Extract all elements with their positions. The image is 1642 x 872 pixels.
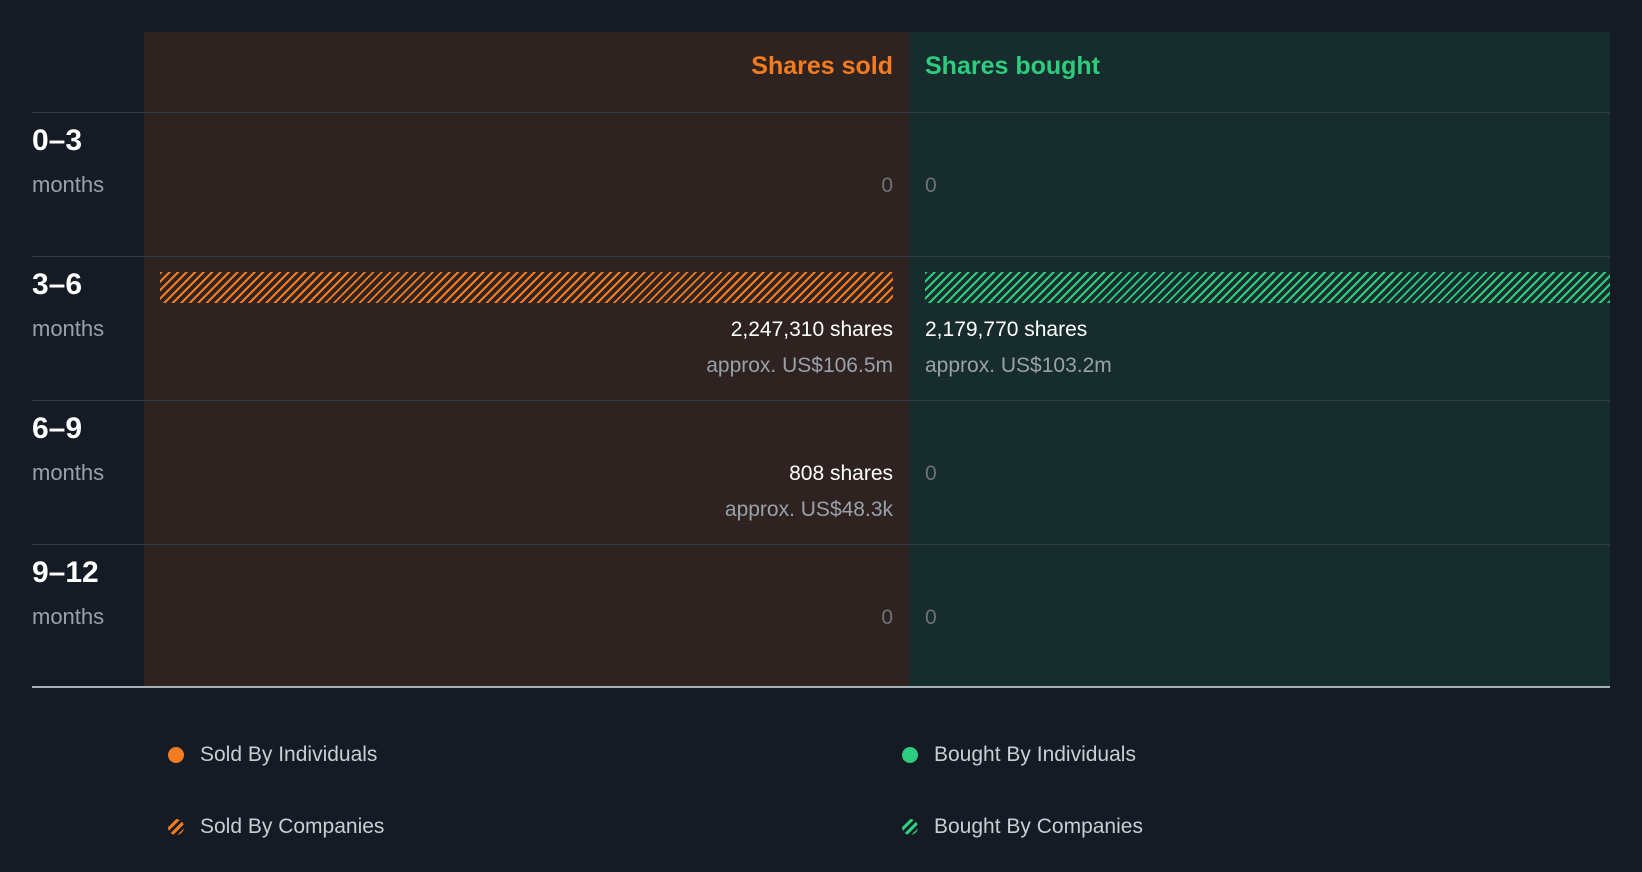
row-divider [32, 400, 1610, 401]
bought-panel [909, 32, 1610, 688]
legend-item-sold-individuals: Sold By Individuals [168, 740, 377, 770]
bought-cell: 0 [925, 112, 1610, 256]
period-unit: months [32, 316, 105, 341]
bought-zero-label: 0 [925, 606, 937, 629]
legend-item-bought-individuals: Bought By Individuals [902, 740, 1136, 770]
period-label: 6–9 [32, 412, 83, 445]
sold-panel [144, 32, 909, 688]
legend-item-bought-companies: Bought By Companies [902, 812, 1143, 842]
sold-cell: 0 [144, 112, 893, 256]
axis-line [32, 686, 1610, 688]
period-row: 9–12 months 0 0 [0, 544, 1642, 688]
period-row: 0–3 months 0 0 [0, 112, 1642, 256]
sold-zero-label: 0 [881, 606, 893, 629]
sold-value-label: approx. US$106.5m [706, 354, 893, 377]
row-divider [32, 544, 1610, 545]
row-divider [32, 256, 1610, 257]
bought-zero-label: 0 [925, 462, 937, 485]
period-label: 0–3 [32, 124, 83, 157]
period-label: 3–6 [32, 268, 83, 301]
legend-label: Bought By Individuals [934, 743, 1136, 766]
shares-bought-header: Shares bought [925, 52, 1101, 80]
period-unit: months [32, 604, 105, 629]
period-label: 9–12 [32, 556, 99, 589]
sold-companies-swatch-icon [168, 819, 184, 835]
bought-by-companies-bar [925, 272, 1610, 303]
bought-shares-label: 2,179,770 shares [925, 318, 1088, 341]
bought-cell: 2,179,770 shares approx. US$103.2m [925, 256, 1610, 400]
sold-cell: 2,247,310 shares approx. US$106.5m [144, 256, 893, 400]
row-divider [32, 112, 1610, 113]
bought-cell: 0 [925, 400, 1610, 544]
shares-sold-header: Shares sold [751, 52, 893, 80]
sold-shares-label: 808 shares [789, 462, 893, 485]
bought-value-label: approx. US$103.2m [925, 354, 1112, 377]
sold-cell: 808 shares approx. US$48.3k [144, 400, 893, 544]
bought-companies-swatch-icon [902, 819, 918, 835]
period-unit: months [32, 172, 105, 197]
period-unit: months [32, 460, 105, 485]
legend-label: Bought By Companies [934, 815, 1143, 838]
bought-zero-label: 0 [925, 174, 937, 197]
sold-zero-label: 0 [881, 174, 893, 197]
sold-shares-label: 2,247,310 shares [730, 318, 893, 341]
period-row: 3–6 months 2,247,310 shares approx. US$1… [0, 256, 1642, 400]
period-row: 6–9 months 808 shares approx. US$48.3k 0 [0, 400, 1642, 544]
sold-value-label: approx. US$48.3k [724, 498, 893, 521]
sold-by-companies-bar [160, 272, 893, 303]
sold-cell: 0 [144, 544, 893, 688]
bought-cell: 0 [925, 544, 1610, 688]
insider-trading-chart: Shares sold Shares bought 0–3 months 0 0… [0, 32, 1642, 688]
legend-item-sold-companies: Sold By Companies [168, 812, 384, 842]
legend-label: Sold By Companies [200, 815, 385, 838]
sold-individuals-swatch-icon [168, 747, 184, 763]
bought-individuals-swatch-icon [902, 747, 918, 763]
legend-label: Sold By Individuals [200, 743, 378, 766]
